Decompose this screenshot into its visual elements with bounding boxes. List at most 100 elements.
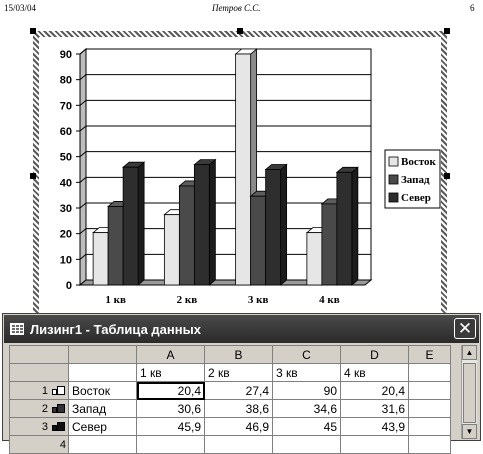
category-cell[interactable] bbox=[408, 363, 451, 382]
x-tick-label: 3 кв bbox=[248, 294, 269, 306]
data-cell[interactable]: 38,6 bbox=[204, 399, 273, 418]
column-header-a[interactable]: A bbox=[136, 345, 205, 364]
scroll-thumb[interactable] bbox=[463, 363, 476, 423]
select-all-corner[interactable] bbox=[9, 345, 69, 364]
y-tick-label: 10 bbox=[60, 254, 72, 266]
category-names-row: 1 кв 2 кв 3 кв 4 кв bbox=[9, 363, 451, 382]
vertical-scrollbar[interactable]: ▲ ▼ bbox=[461, 345, 477, 439]
bar bbox=[122, 166, 139, 286]
row-header-categories[interactable] bbox=[9, 363, 69, 382]
selected-cell[interactable]: 20,4 bbox=[136, 381, 205, 400]
data-cell[interactable]: 27,4 bbox=[204, 381, 273, 400]
series-name-cell[interactable] bbox=[68, 435, 137, 454]
table-row: 1 Восток 20,4 27,4 90 20,4 bbox=[9, 381, 451, 400]
row-number: 1 bbox=[41, 384, 48, 397]
column-header-d[interactable]: D bbox=[340, 345, 409, 364]
data-cell[interactable]: 90 bbox=[272, 381, 341, 400]
row-number: 2 bbox=[41, 402, 48, 415]
bar bbox=[178, 185, 195, 286]
resize-handle-top[interactable] bbox=[237, 28, 243, 34]
gridline-side bbox=[79, 99, 87, 106]
bar-side bbox=[208, 158, 216, 286]
column-header-e[interactable]: E bbox=[408, 345, 451, 364]
legend-swatch bbox=[388, 192, 399, 203]
series-name-cell[interactable]: Север bbox=[68, 417, 137, 436]
data-cell[interactable] bbox=[204, 435, 273, 454]
column-header-c[interactable]: C bbox=[272, 345, 341, 364]
cell[interactable] bbox=[68, 363, 137, 382]
data-cell[interactable] bbox=[408, 435, 451, 454]
datasheet-window[interactable]: Лизинг1 - Таблица данных ✕ A B C D E 1 к… bbox=[2, 313, 481, 454]
series-name-cell[interactable]: Запад bbox=[68, 399, 137, 418]
data-cell[interactable]: 45,9 bbox=[136, 417, 205, 436]
gridline-side bbox=[79, 125, 87, 132]
y-tick-label: 0 bbox=[66, 280, 72, 292]
datasheet-grid[interactable]: A B C D E 1 кв 2 кв 3 кв 4 кв 1 Восток 2… bbox=[9, 345, 451, 454]
datasheet-icon bbox=[10, 323, 24, 335]
bar bbox=[193, 164, 210, 286]
series-name-cell[interactable]: Восток bbox=[68, 381, 137, 400]
data-cell[interactable]: 20,4 bbox=[340, 381, 409, 400]
row-label-column-header[interactable] bbox=[68, 345, 137, 364]
gridline-side bbox=[79, 48, 87, 55]
row-header-1[interactable]: 1 bbox=[9, 381, 69, 400]
data-cell[interactable] bbox=[272, 435, 341, 454]
legend-entry: Восток bbox=[401, 156, 436, 168]
row-number: 3 bbox=[41, 420, 48, 433]
data-cell[interactable] bbox=[408, 417, 451, 436]
resize-handle-right[interactable] bbox=[444, 173, 450, 179]
data-cell[interactable]: 46,9 bbox=[204, 417, 273, 436]
bar bbox=[92, 232, 109, 286]
y-tick-label: 80 bbox=[60, 75, 72, 87]
legend-swatch bbox=[388, 174, 399, 185]
data-cell[interactable] bbox=[136, 435, 205, 454]
y-tick-label: 30 bbox=[60, 203, 72, 215]
legend-entry: Север bbox=[401, 192, 431, 204]
bar bbox=[107, 206, 124, 286]
scroll-down-arrow-icon[interactable]: ▼ bbox=[462, 424, 477, 439]
column-chart[interactable]: 0 10 20 30 40 50 60 70 80 90 1 кв 2 кв 3 кв 4 кв Восто… bbox=[0, 0, 483, 330]
bar bbox=[265, 169, 282, 286]
gridline-side bbox=[79, 74, 87, 81]
bar bbox=[306, 232, 323, 286]
data-cell[interactable]: 45 bbox=[272, 417, 341, 436]
data-cell[interactable]: 34,6 bbox=[272, 399, 341, 418]
y-tick-label: 40 bbox=[60, 177, 72, 189]
bar bbox=[321, 203, 338, 286]
bar-side bbox=[137, 161, 145, 286]
category-cell[interactable]: 1 кв bbox=[136, 363, 205, 382]
bar bbox=[235, 53, 252, 286]
bar bbox=[250, 195, 267, 286]
bar-side bbox=[280, 163, 288, 286]
datasheet-title: Лизинг1 - Таблица данных bbox=[30, 322, 201, 337]
data-cell[interactable]: 31,6 bbox=[340, 399, 409, 418]
category-cell[interactable]: 4 кв bbox=[340, 363, 409, 382]
data-cell[interactable] bbox=[408, 381, 451, 400]
data-cell[interactable]: 43,9 bbox=[340, 417, 409, 436]
category-cell[interactable]: 2 кв bbox=[204, 363, 273, 382]
data-cell[interactable]: 30,6 bbox=[136, 399, 205, 418]
print-date: 15/03/04 bbox=[4, 3, 37, 13]
column-header-b[interactable]: B bbox=[204, 345, 273, 364]
data-cell[interactable] bbox=[408, 399, 451, 418]
legend-swatch bbox=[388, 156, 399, 167]
column-letters-row: A B C D E bbox=[9, 345, 451, 364]
row-header-2[interactable]: 2 bbox=[9, 399, 69, 418]
y-tick-label: 90 bbox=[60, 49, 72, 61]
gridline-side bbox=[79, 228, 87, 235]
gridline-side bbox=[79, 202, 87, 209]
y-tick-label: 20 bbox=[60, 229, 72, 241]
datasheet-titlebar[interactable]: Лизинг1 - Таблица данных ✕ bbox=[4, 315, 479, 343]
data-cell[interactable] bbox=[340, 435, 409, 454]
row-header-4[interactable]: 4 bbox=[9, 435, 69, 454]
x-tick-label: 4 кв bbox=[319, 294, 340, 306]
category-cell[interactable]: 3 кв bbox=[272, 363, 341, 382]
resize-handle-left[interactable] bbox=[30, 173, 36, 179]
resize-handle-top-right[interactable] bbox=[444, 28, 450, 34]
y-tick-label: 60 bbox=[60, 126, 72, 138]
x-tick-label: 2 кв bbox=[177, 294, 198, 306]
resize-handle-top-left[interactable] bbox=[30, 28, 36, 34]
row-header-3[interactable]: 3 bbox=[9, 417, 69, 436]
scroll-up-arrow-icon[interactable]: ▲ bbox=[462, 345, 477, 360]
close-button[interactable]: ✕ bbox=[454, 318, 476, 339]
